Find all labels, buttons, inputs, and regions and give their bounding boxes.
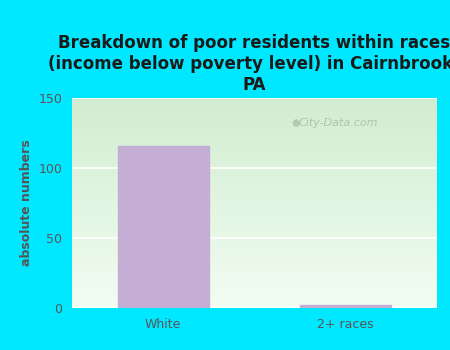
Text: ●: ●	[292, 118, 301, 128]
Bar	[117, 146, 209, 308]
Text: City-Data.com: City-Data.com	[298, 118, 378, 128]
Bar	[300, 305, 391, 308]
Title: Breakdown of poor residents within races
(income below poverty level) in Cairnbr: Breakdown of poor residents within races…	[49, 34, 450, 94]
Y-axis label: absolute numbers: absolute numbers	[20, 140, 33, 266]
